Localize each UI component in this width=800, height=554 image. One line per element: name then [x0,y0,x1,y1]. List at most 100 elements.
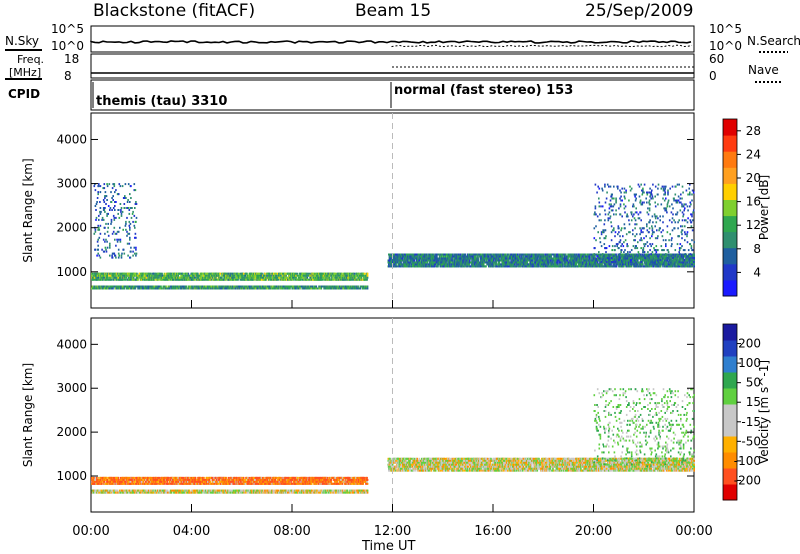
data-cell [232,287,234,290]
cpid-mode-1: themis (tau) 3310 [96,94,227,109]
data-cell [127,199,129,201]
data-cell [177,274,180,277]
data-cell [119,238,122,241]
data-cell [104,210,106,213]
data-cell [116,230,119,233]
date-label: 25/Sep/2009 [585,1,693,21]
data-cell [180,274,182,277]
data-cell [129,278,131,281]
nsearch-trace [391,44,693,48]
data-cell [163,274,166,277]
data-cell [95,209,97,211]
data-cell [239,274,242,277]
cpid-panel: CPID themis (tau) 3310 normal (fast ster… [8,79,695,111]
data-cell [335,272,338,275]
data-cell [97,191,99,194]
data-cell [113,252,116,255]
data-cell [483,259,486,262]
data-cell [395,255,397,258]
data-cell [361,285,363,288]
freq-panel: Freq. [MHz] 18 8 60 0 Nave [5,52,783,83]
data-cell [104,207,106,209]
data-cell [189,285,192,288]
data-cell [642,263,644,266]
data-cell [111,256,114,259]
data-cell [114,205,116,207]
data-cell [146,274,149,277]
data-cell [172,272,174,275]
data-cell [285,285,287,288]
data-cell [638,261,640,264]
data-cell [113,183,116,186]
data-cell [106,230,109,233]
data-cell [575,263,578,266]
data-cell [126,242,129,245]
data-cell [97,252,99,255]
data-cell [102,276,104,279]
data-cell [105,195,108,198]
data-cell [630,265,633,268]
data-cell [161,272,163,275]
data-cell [341,272,343,275]
data-cell [410,263,412,266]
data-cell [259,278,262,281]
data-cell [276,278,278,281]
data-cell [93,232,96,235]
data-cell [115,256,117,259]
data-cell [531,255,533,258]
data-cell [124,207,126,209]
data-cell [324,276,326,279]
data-cell [576,253,578,256]
data-cell [157,276,159,279]
data-cell [175,272,178,275]
data-cell [97,228,99,231]
data-cell [320,276,323,279]
data-cell [112,230,115,233]
data-cell [321,272,324,275]
data-cell [114,201,116,203]
data-cell [519,265,522,268]
data-cell [117,230,120,233]
data-cell [392,255,395,258]
data-cell [337,274,339,277]
data-cell [110,218,113,221]
data-cell [95,285,98,288]
data-cell [246,274,249,277]
data-cell [99,191,102,194]
data-cell [233,285,235,288]
data-cell [306,274,308,277]
data-cell [437,265,439,268]
data-cell [109,244,111,247]
data-cell [508,259,510,262]
data-cell [108,278,110,281]
data-cell [229,278,232,281]
data-cell [251,285,253,288]
nave-label: Nave [748,63,779,77]
data-cell [111,254,113,257]
data-cell [257,285,259,288]
data-cell [522,255,525,258]
data-cell [202,276,204,279]
data-cell [115,189,117,192]
data-cell [434,263,436,266]
data-cell [225,272,227,275]
data-cell [125,222,127,225]
data-cell [309,287,311,290]
data-cell [236,278,238,281]
data-cell [353,274,355,277]
data-cell [95,272,98,275]
data-cell [165,287,168,290]
data-cell [111,187,114,190]
data-cell [204,278,207,281]
data-cell [248,285,251,288]
data-cell [615,265,618,268]
data-cell [207,285,209,288]
data-cell [157,278,159,281]
data-cell [514,263,516,266]
data-cell [366,285,369,288]
data-cell [107,226,109,229]
data-cell [308,274,310,277]
data-cell [111,252,114,255]
data-cell [134,287,137,290]
data-cell [330,285,332,288]
